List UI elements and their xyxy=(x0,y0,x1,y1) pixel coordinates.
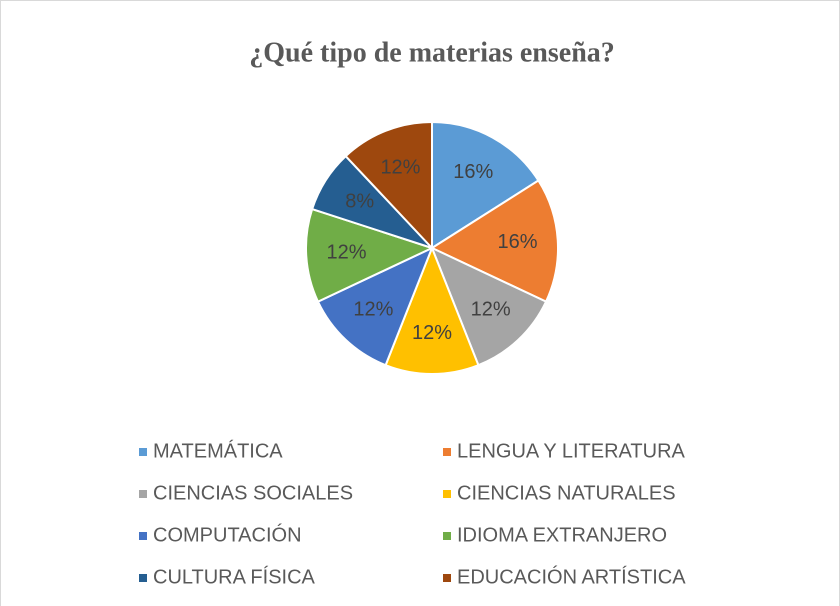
legend-label: CULTURA FÍSICA xyxy=(153,565,316,588)
legend-label: EDUCACIÓN ARTÍSTICA xyxy=(457,565,686,588)
legend-marker xyxy=(443,448,451,456)
legend-label: CIENCIAS SOCIALES xyxy=(153,482,353,504)
legend-label: MATEMÁTICA xyxy=(153,439,283,462)
pie-slice xyxy=(429,179,559,303)
legend-marker xyxy=(139,574,147,582)
data-label: 16% xyxy=(497,231,537,253)
pie-slice xyxy=(316,246,434,367)
data-label: 12% xyxy=(471,299,511,321)
data-label: 16% xyxy=(453,161,493,183)
data-label: 12% xyxy=(326,242,366,264)
data-label: 8% xyxy=(345,190,374,212)
legend-label: LENGUA Y LITERATURA xyxy=(457,440,686,462)
pie-slice xyxy=(384,245,480,375)
legend-label: IDIOMA EXTRANJERO xyxy=(457,524,667,546)
legend-marker xyxy=(443,490,451,498)
legend-marker xyxy=(139,490,147,498)
legend-marker xyxy=(443,574,451,582)
data-label: 12% xyxy=(353,299,393,321)
data-label: 12% xyxy=(412,322,452,344)
pie-slice xyxy=(431,120,540,250)
legend-marker xyxy=(139,448,147,456)
pie-slice xyxy=(430,246,548,367)
data-label: 12% xyxy=(380,157,420,179)
legend-label: COMPUTACIÓN xyxy=(153,523,302,546)
legend-marker xyxy=(443,532,451,540)
legend-marker xyxy=(139,532,147,540)
legend-label: CIENCIAS NATURALES xyxy=(457,482,676,504)
pie-slice xyxy=(344,120,433,251)
pie-slice xyxy=(305,207,435,303)
chart-title: ¿Qué tipo de materias enseña? xyxy=(249,37,615,68)
